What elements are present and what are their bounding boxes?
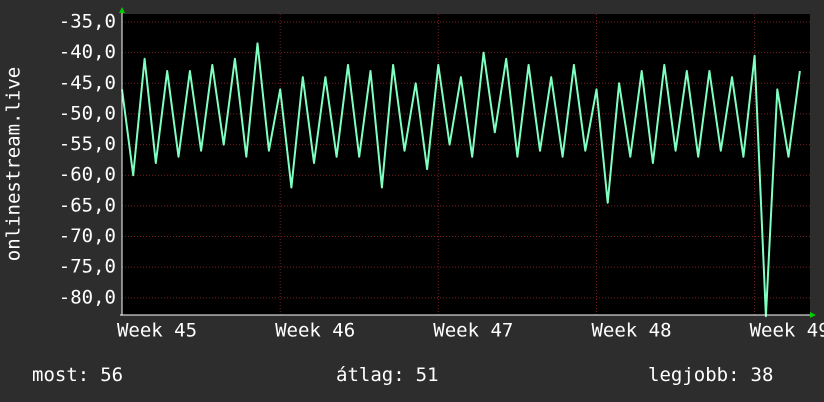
y-tick-label: -40,0 [59,41,116,63]
y-tick-label: -70,0 [59,225,116,247]
stat-label: most: [32,364,89,386]
y-tick-label: -60,0 [59,164,116,186]
x-tick-label: Week 49 [750,320,824,342]
y-arrow [119,7,125,13]
x-tick-label: Week 46 [275,320,355,342]
y-tick-label: -45,0 [59,72,116,94]
stat: legjobb: 38 [648,364,773,386]
y-axis-label: onlinestream.live [3,67,25,261]
y-tick-label: -65,0 [59,194,116,216]
plot-area [122,14,810,315]
stat-value: 56 [100,364,123,386]
stat-label: átlag: [336,364,405,386]
stat-value: 38 [751,364,774,386]
data-line [121,42,801,318]
stat-label: legjobb: [648,364,740,386]
y-tick-label: -35,0 [59,10,116,32]
x-arrow [810,312,816,318]
y-tick-label: -55,0 [59,133,116,155]
x-tick-label: Week 47 [433,320,513,342]
x-tick-label: Week 45 [117,320,197,342]
stat: most: 56 [32,364,123,386]
x-tick-label: Week 48 [591,320,671,342]
y-tick-label: -50,0 [59,102,116,124]
stat: átlag: 51 [336,364,439,386]
y-tick-label: -80,0 [59,286,116,308]
stat-value: 51 [416,364,439,386]
y-tick-label: -75,0 [59,256,116,278]
